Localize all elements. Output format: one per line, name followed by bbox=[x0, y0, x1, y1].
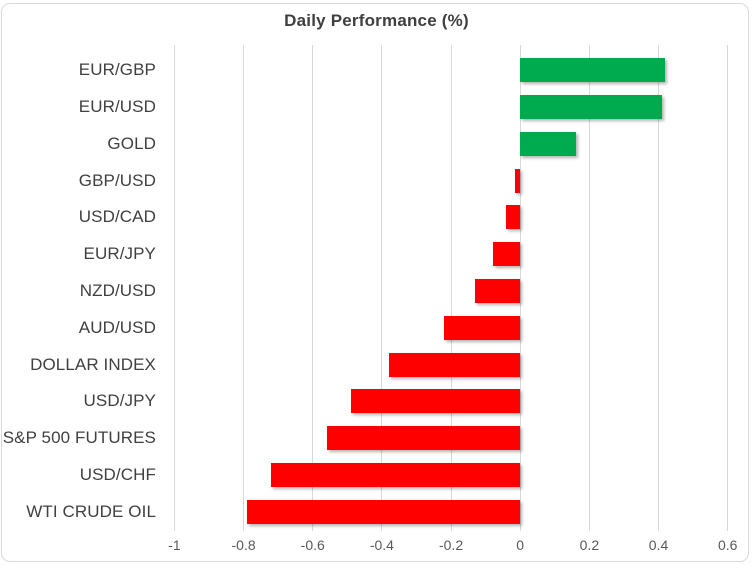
bar-gbp-usd bbox=[515, 168, 521, 193]
category-label: NZD/USD bbox=[79, 280, 156, 300]
bar-usd-cad bbox=[506, 205, 521, 230]
x-tick-label: -1 bbox=[168, 537, 181, 553]
x-tick-label: -0.2 bbox=[438, 537, 464, 553]
gridline-x--0.2 bbox=[450, 45, 452, 531]
x-tick-label: -0.8 bbox=[231, 537, 256, 553]
bar-dollar-index bbox=[388, 352, 521, 377]
category-label: USD/CAD bbox=[78, 207, 156, 227]
category-label: GBP/USD bbox=[78, 170, 156, 190]
gridline-x-0.2 bbox=[588, 45, 590, 531]
chart-title: Daily Performance (%) bbox=[284, 11, 469, 30]
gridline-x--1 bbox=[173, 45, 175, 531]
bar-eur-usd bbox=[520, 95, 662, 120]
x-tick-label: 0.2 bbox=[579, 537, 600, 553]
gridline-x-0 bbox=[519, 45, 521, 531]
category-label: EUR/JPY bbox=[83, 244, 156, 264]
x-tick-label: 0 bbox=[516, 537, 525, 553]
category-label: EUR/GBP bbox=[78, 60, 156, 80]
category-label: DOLLAR INDEX bbox=[30, 354, 156, 374]
category-label: S&P 500 FUTURES bbox=[2, 428, 156, 448]
gridline-x-0.6 bbox=[727, 45, 729, 531]
category-label: WTI CRUDE OIL bbox=[26, 501, 156, 521]
category-label: EUR/USD bbox=[78, 97, 156, 117]
x-tick-label: -0.6 bbox=[300, 537, 325, 553]
gridline-x--0.4 bbox=[381, 45, 383, 531]
gridline-x-0.4 bbox=[658, 45, 660, 531]
category-label: AUD/USD bbox=[78, 317, 156, 337]
x-tick-label: 0.4 bbox=[648, 537, 669, 553]
bar-usd-chf bbox=[271, 462, 521, 487]
bar-eur-jpy bbox=[492, 242, 521, 267]
gridline-x--0.8 bbox=[243, 45, 245, 531]
x-tick-label: 0.6 bbox=[717, 537, 738, 553]
bar-s-p-500-futures bbox=[326, 426, 521, 451]
category-label: USD/JPY bbox=[83, 391, 156, 411]
category-label: USD/CHF bbox=[79, 464, 156, 484]
bar-eur-gbp bbox=[520, 58, 666, 83]
bar-nzd-usd bbox=[475, 279, 521, 303]
category-label: GOLD bbox=[107, 133, 156, 153]
bar-gold bbox=[520, 131, 576, 156]
bar-usd-jpy bbox=[350, 389, 521, 414]
gridline-x--0.6 bbox=[312, 45, 314, 531]
bar-aud-usd bbox=[444, 315, 521, 340]
x-tick-label: -0.4 bbox=[369, 537, 394, 553]
bar-wti-crude-oil bbox=[247, 499, 521, 524]
